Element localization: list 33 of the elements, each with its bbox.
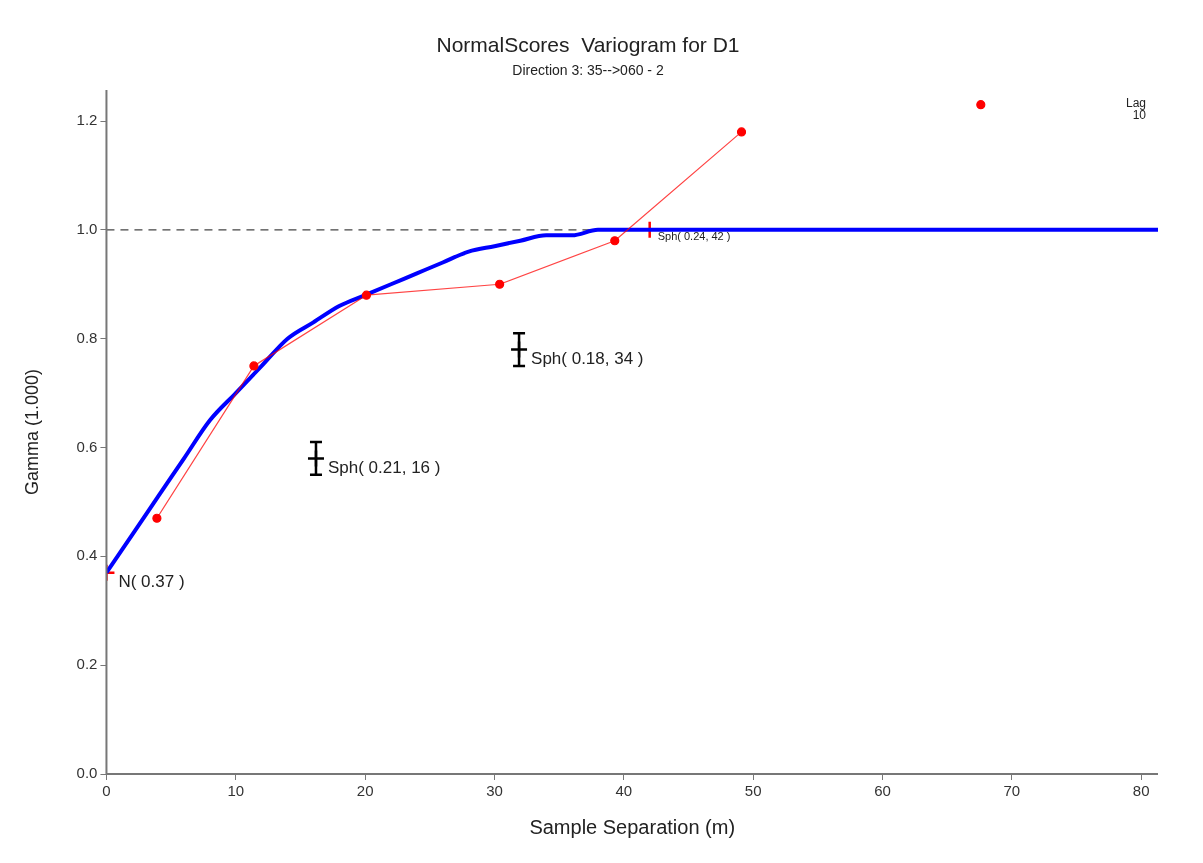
chart-subtitle: Direction 3: 35-->060 - 2 [512, 62, 664, 79]
y-tick-label: 0.0 [76, 764, 98, 782]
x-tick-label: 70 [1003, 782, 1021, 800]
y-tick-label: 1.2 [76, 111, 98, 129]
line-series [106, 227, 1158, 575]
x-tick-label: 80 [1132, 782, 1150, 800]
annotation: Sph( 0.24, 42 ) [657, 230, 731, 243]
chart-title: NormalScores Variogram for D1 [436, 33, 740, 57]
y-tick-label: 1.0 [76, 219, 98, 237]
point [736, 127, 747, 137]
y-tick-label: 0.8 [76, 328, 98, 346]
point [361, 290, 372, 300]
x-axis-title: Sample Separation (m) [529, 815, 736, 838]
x-tick-label: 10 [227, 782, 245, 800]
x-tick-label: 20 [356, 782, 374, 800]
x-tick-label: 0 [102, 782, 111, 800]
y-tick-label: 0.2 [76, 655, 98, 673]
y-axis-title: Gamma (1.000) [21, 368, 42, 496]
y-tick-label: 0.4 [76, 546, 98, 564]
x-tick-label: 60 [874, 782, 891, 800]
annotation: N( 0.37 ) [118, 571, 185, 591]
annotation: Lag 10 [1125, 96, 1147, 123]
point [249, 361, 259, 371]
annotation: Sph( 0.18, 34 ) [531, 348, 644, 368]
point [610, 236, 620, 246]
x-tick-label: 50 [744, 782, 762, 800]
y-tick-label: 0.6 [76, 437, 98, 455]
x-tick-label: 30 [486, 782, 503, 800]
x-tick-label: 40 [615, 782, 633, 800]
annotation: Sph( 0.21, 16 ) [327, 457, 441, 477]
point [495, 279, 505, 289]
point [976, 100, 986, 110]
point [152, 513, 162, 523]
